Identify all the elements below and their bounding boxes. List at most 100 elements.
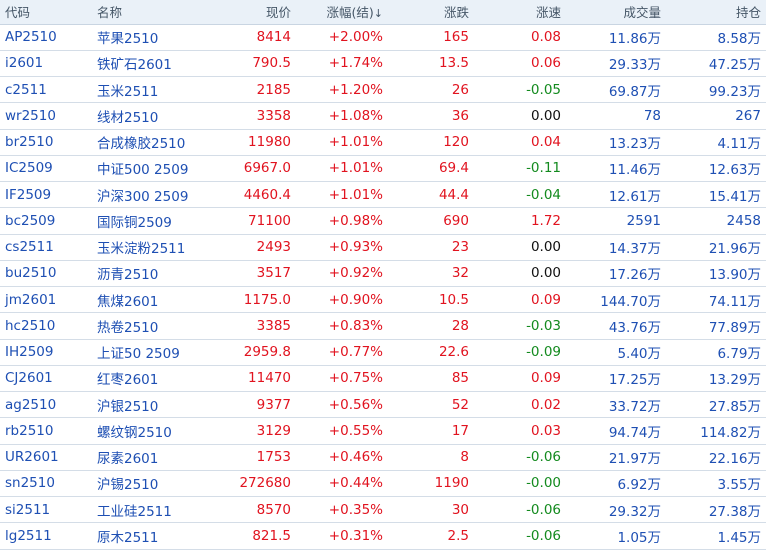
cell-name[interactable]: 沪银2510	[92, 391, 210, 419]
cell-code[interactable]: IF2509	[0, 181, 92, 209]
cell-name[interactable]: 上证50 2509	[92, 339, 210, 366]
column-header-change[interactable]: 涨跌	[388, 0, 474, 25]
cell-change-pct: +0.93%	[296, 234, 388, 261]
cell-name[interactable]: 沪深300 2509	[92, 181, 210, 209]
column-header-code[interactable]: 代码	[0, 0, 92, 25]
table-row[interactable]: jm2601 焦煤2601 1175.0 +0.90% 10.5 0.09 144.70万 7…	[0, 286, 766, 314]
cell-name[interactable]: 玉米2511	[92, 76, 210, 104]
table-row[interactable]: bu2510 沥青2510 3517 +0.92% 32 0.00 17.26万 13.90万	[0, 260, 766, 288]
table-row[interactable]: IH2509 上证50 2509 2959.8 +0.77% 22.6 -0.09 5.40…	[0, 339, 766, 366]
table-row[interactable]: cs2511 玉米淀粉2511 2493 +0.93% 23 0.00 14.37万 21.9…	[0, 234, 766, 261]
cell-code[interactable]: rb2510	[0, 417, 92, 445]
table-row[interactable]: si2511 工业硅2511 8570 +0.35% 30 -0.06 29.32万 27.3…	[0, 496, 766, 524]
table-row[interactable]: rb2510 螺纹钢2510 3129 +0.55% 17 0.03 94.74万 114.8…	[0, 417, 766, 445]
cell-code[interactable]: i2601	[0, 50, 92, 78]
cell-price: 71100	[210, 207, 296, 235]
cell-change-pct: +0.35%	[296, 496, 388, 524]
cell-price: 2493	[210, 234, 296, 261]
cell-code[interactable]: IC2509	[0, 155, 92, 183]
cell-price: 821.5	[210, 522, 296, 550]
table-row[interactable]: CJ2601 红枣2601 11470 +0.75% 85 0.09 17.25万 13.29…	[0, 365, 766, 393]
cell-price: 8570	[210, 496, 296, 524]
table-row[interactable]: i2601 铁矿石2601 790.5 +1.74% 13.5 0.06 29.33万 47.…	[0, 50, 766, 78]
table-row[interactable]: wr2510 线材2510 3358 +1.08% 36 0.00 78 267	[0, 102, 766, 130]
cell-speed: 0.00	[474, 234, 566, 261]
cell-name[interactable]: 焦煤2601	[92, 286, 210, 314]
cell-price: 272680	[210, 470, 296, 498]
cell-name[interactable]: 沪锡2510	[92, 470, 210, 498]
cell-name[interactable]: 合成橡胶2510	[92, 129, 210, 156]
table-row[interactable]: bc2509 国际铜2509 71100 +0.98% 690 1.72 2591 2458	[0, 207, 766, 235]
cell-open-interest: 13.90万	[666, 260, 766, 288]
table-row[interactable]: AP2510 苹果2510 8414 +2.00% 165 0.08 11.86万 8.58万	[0, 24, 766, 51]
cell-code[interactable]: cs2511	[0, 234, 92, 261]
cell-name[interactable]: 玉米淀粉2511	[92, 234, 210, 261]
cell-code[interactable]: bu2510	[0, 260, 92, 288]
cell-price: 1753	[210, 444, 296, 471]
cell-code[interactable]: AP2510	[0, 24, 92, 51]
cell-code[interactable]: br2510	[0, 129, 92, 156]
cell-open-interest: 6.79万	[666, 339, 766, 366]
cell-volume: 43.76万	[566, 312, 666, 340]
cell-open-interest: 27.85万	[666, 391, 766, 419]
cell-change: 10.5	[388, 286, 474, 314]
cell-change-pct: +1.01%	[296, 129, 388, 156]
cell-code[interactable]: sn2510	[0, 470, 92, 498]
cell-code[interactable]: bc2509	[0, 207, 92, 235]
table-row[interactable]: ag2510 沪银2510 9377 +0.56% 52 0.02 33.72万 27.85万	[0, 391, 766, 419]
cell-name[interactable]: 热卷2510	[92, 312, 210, 340]
cell-code[interactable]: ag2510	[0, 391, 92, 419]
cell-name[interactable]: 线材2510	[92, 102, 210, 130]
cell-name[interactable]: 工业硅2511	[92, 496, 210, 524]
table-row[interactable]: IF2509 沪深300 2509 4460.4 +1.01% 44.4 -0.04 12.…	[0, 181, 766, 209]
cell-code[interactable]: CJ2601	[0, 365, 92, 393]
column-header-name[interactable]: 名称	[92, 0, 210, 25]
cell-name[interactable]: 沥青2510	[92, 260, 210, 288]
cell-change: 2.5	[388, 522, 474, 550]
cell-name[interactable]: 原木2511	[92, 522, 210, 550]
cell-volume: 17.26万	[566, 260, 666, 288]
cell-volume: 144.70万	[566, 286, 666, 314]
quote-table-body: AP2510 苹果2510 8414 +2.00% 165 0.08 11.86万 8.58万…	[0, 24, 766, 550]
cell-code[interactable]: IH2509	[0, 339, 92, 366]
cell-name[interactable]: 国际铜2509	[92, 207, 210, 235]
column-header-open-interest[interactable]: 持仓	[666, 0, 766, 25]
cell-code[interactable]: UR2601	[0, 444, 92, 471]
cell-open-interest: 114.82万	[666, 417, 766, 445]
cell-code[interactable]: hc2510	[0, 312, 92, 340]
table-row[interactable]: sn2510 沪锡2510 272680 +0.44% 1190 -0.00 6.92万 3.…	[0, 470, 766, 498]
cell-code[interactable]: c2511	[0, 76, 92, 104]
cell-name[interactable]: 螺纹钢2510	[92, 417, 210, 445]
table-row[interactable]: UR2601 尿素2601 1753 +0.46% 8 -0.06 21.97万 22.16万	[0, 444, 766, 471]
cell-volume: 11.46万	[566, 155, 666, 183]
cell-change: 120	[388, 129, 474, 156]
cell-volume: 21.97万	[566, 444, 666, 471]
table-row[interactable]: hc2510 热卷2510 3385 +0.83% 28 -0.03 43.76万 77.89…	[0, 312, 766, 340]
cell-name[interactable]: 尿素2601	[92, 444, 210, 471]
cell-open-interest: 4.11万	[666, 129, 766, 156]
column-header-speed[interactable]: 涨速	[474, 0, 566, 25]
cell-price: 1175.0	[210, 286, 296, 314]
cell-code[interactable]: lg2511	[0, 522, 92, 550]
cell-open-interest: 22.16万	[666, 444, 766, 471]
column-header-volume[interactable]: 成交量	[566, 0, 666, 25]
cell-change: 32	[388, 260, 474, 288]
column-header-price[interactable]: 现价	[210, 0, 296, 25]
cell-speed: -0.11	[474, 155, 566, 183]
table-row[interactable]: br2510 合成橡胶2510 11980 +1.01% 120 0.04 13.23万 4.…	[0, 129, 766, 156]
cell-name[interactable]: 苹果2510	[92, 24, 210, 51]
cell-name[interactable]: 红枣2601	[92, 365, 210, 393]
cell-name[interactable]: 中证500 2509	[92, 155, 210, 183]
cell-price: 3129	[210, 417, 296, 445]
cell-code[interactable]: si2511	[0, 496, 92, 524]
cell-name[interactable]: 铁矿石2601	[92, 50, 210, 78]
cell-code[interactable]: jm2601	[0, 286, 92, 314]
cell-code[interactable]: wr2510	[0, 102, 92, 130]
column-header-change-pct[interactable]: 涨幅(结)↓	[296, 0, 388, 25]
cell-change: 13.5	[388, 50, 474, 78]
table-row[interactable]: c2511 玉米2511 2185 +1.20% 26 -0.05 69.87万 99.23万	[0, 76, 766, 104]
cell-change: 8	[388, 444, 474, 471]
table-row[interactable]: lg2511 原木2511 821.5 +0.31% 2.5 -0.06 1.05万 1.45…	[0, 522, 766, 550]
cell-open-interest: 2458	[666, 207, 766, 235]
table-row[interactable]: IC2509 中证500 2509 6967.0 +1.01% 69.4 -0.11 11.…	[0, 155, 766, 183]
